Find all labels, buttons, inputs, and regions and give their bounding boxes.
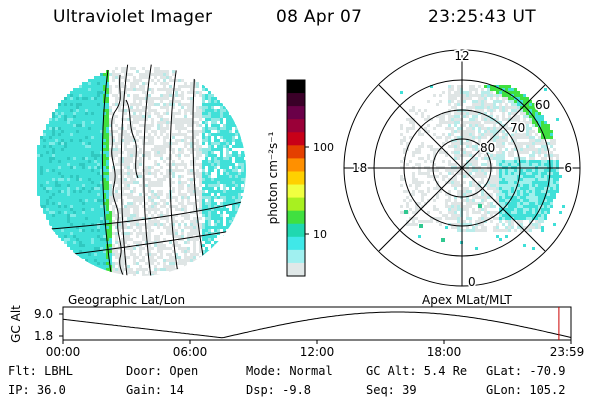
filter-info: Flt: LBHL (8, 364, 74, 378)
dsp-info: Dsp: -9.8 (246, 383, 312, 397)
gc-alt-axis-label: GC Alt (9, 305, 23, 343)
glat-info: GLat: -70.9 (486, 364, 566, 378)
colorbar-fill (287, 80, 305, 277)
colorbar-swatch (287, 80, 305, 94)
mlat-label-80: 80 (480, 141, 495, 155)
polar-plot: 12 18 6 0 60 70 80 (343, 48, 581, 291)
colorbar-swatch (287, 132, 305, 146)
colorbar-swatch (287, 262, 305, 277)
instrument-title: Ultraviolet Imager (53, 7, 213, 27)
gc-alt-tick-low: 1.8 (34, 329, 53, 343)
apex-panel-label: Apex MLat/MLT (422, 293, 512, 307)
colorbar-swatch (287, 145, 305, 159)
seq-info: Seq: 39 (366, 383, 417, 397)
time-tick-1200: 12:00 (300, 345, 335, 359)
gain-info: Gain: 14 (126, 383, 184, 397)
colorbar-swatch (287, 210, 305, 225)
colorbar-swatch (287, 119, 305, 133)
geographic-panel-label: Geographic Lat/Lon (68, 293, 185, 307)
colorbar-swatch (287, 249, 305, 264)
colorbar-swatch (287, 171, 305, 186)
time-tick-0000: 00:00 (46, 345, 81, 359)
orbit-altitude-plot: 9.0 1.8 GC Alt 00:00 06:00 12:00 18:00 2… (9, 305, 584, 359)
colorbar-swatch (287, 236, 305, 251)
colorbar-swatch (287, 197, 305, 212)
mlt-label-12: 12 (454, 49, 469, 63)
mlat-label-60: 60 (535, 98, 550, 112)
colorbar-tick-10: 10 (313, 228, 327, 241)
time-tick-1800: 18:00 (427, 345, 462, 359)
colorbar-swatch (287, 223, 305, 238)
colorbar-tick-100: 100 (313, 141, 334, 154)
colorbar-swatch (287, 106, 305, 120)
time-tick-0600: 06:00 (173, 345, 208, 359)
colorbar-unit-label: photon cm⁻²s⁻¹ (266, 131, 280, 224)
geographic-grid-lines (35, 64, 246, 276)
colorbar-swatch (287, 158, 305, 173)
mlat-label-70: 70 (510, 121, 525, 135)
gc-alt-tick-high: 9.0 (34, 307, 53, 321)
date-label: 08 Apr 07 (276, 7, 363, 27)
orbit-altitude-curve (62, 311, 572, 339)
glon-info: GLon: 105.2 (486, 383, 566, 397)
colorbar-swatch (287, 184, 305, 199)
geographic-image-pixels (34, 64, 246, 276)
mode-info: Mode: Normal (246, 364, 333, 378)
mlt-label-0: 0 (468, 275, 476, 289)
time-tick-2359: 23:59 (550, 345, 585, 359)
geographic-image (34, 64, 246, 276)
door-info: Door: Open (126, 364, 199, 378)
colorbar-swatch (287, 93, 305, 107)
colorbar: 100 10 photon cm⁻²s⁻¹ (266, 79, 334, 277)
ip-info: IP: 36.0 (8, 383, 66, 397)
gc-alt-info: GC Alt: 5.4 Re (366, 364, 468, 378)
polar-image-pixels (400, 85, 565, 250)
mlt-label-6: 6 (564, 161, 572, 175)
mlt-label-18: 18 (352, 161, 367, 175)
time-label: 23:25:43 UT (428, 7, 536, 27)
